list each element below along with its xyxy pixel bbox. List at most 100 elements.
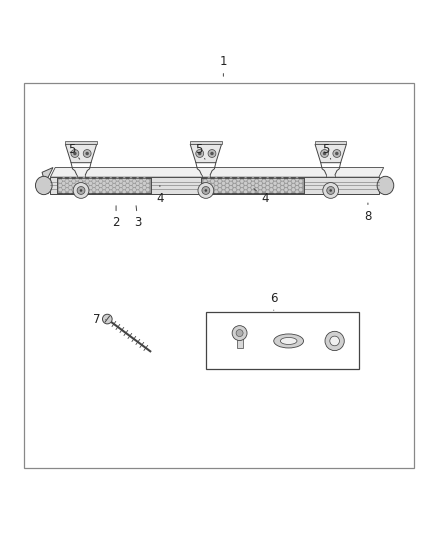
Circle shape — [92, 184, 95, 187]
Circle shape — [143, 182, 146, 185]
Circle shape — [203, 188, 207, 191]
Circle shape — [85, 184, 89, 187]
Circle shape — [266, 190, 269, 193]
Circle shape — [262, 180, 266, 183]
Circle shape — [262, 188, 266, 191]
Circle shape — [288, 190, 291, 193]
Circle shape — [69, 177, 72, 181]
Circle shape — [109, 177, 113, 181]
Text: 1: 1 — [219, 55, 227, 76]
Circle shape — [266, 186, 269, 189]
Circle shape — [83, 150, 91, 157]
Circle shape — [65, 180, 69, 183]
Circle shape — [133, 188, 136, 191]
Circle shape — [215, 186, 218, 189]
Circle shape — [240, 184, 244, 187]
Circle shape — [222, 186, 225, 189]
Circle shape — [273, 186, 277, 189]
Circle shape — [258, 182, 262, 185]
Circle shape — [251, 190, 255, 193]
Circle shape — [205, 189, 207, 192]
Circle shape — [89, 177, 92, 181]
Circle shape — [102, 314, 112, 324]
Circle shape — [247, 188, 251, 191]
Circle shape — [129, 177, 133, 181]
Circle shape — [330, 336, 339, 346]
Circle shape — [232, 326, 247, 341]
Circle shape — [102, 190, 106, 193]
Circle shape — [329, 189, 332, 192]
Circle shape — [102, 177, 106, 181]
Circle shape — [126, 184, 129, 187]
Bar — [237, 333, 243, 348]
Circle shape — [292, 188, 295, 191]
Circle shape — [284, 184, 288, 187]
Circle shape — [269, 180, 273, 183]
Circle shape — [208, 150, 216, 157]
Circle shape — [247, 184, 251, 187]
Circle shape — [126, 180, 129, 183]
Circle shape — [119, 184, 123, 187]
Circle shape — [233, 184, 237, 187]
Circle shape — [82, 182, 85, 185]
Circle shape — [229, 182, 233, 185]
Text: 3: 3 — [134, 206, 141, 229]
Circle shape — [295, 190, 299, 193]
Circle shape — [102, 186, 106, 189]
Ellipse shape — [280, 337, 297, 344]
Circle shape — [71, 150, 79, 157]
Circle shape — [233, 188, 237, 191]
Circle shape — [266, 177, 269, 181]
Circle shape — [69, 182, 72, 185]
Circle shape — [222, 182, 225, 185]
Polygon shape — [37, 167, 53, 194]
Text: 8: 8 — [364, 203, 371, 223]
Circle shape — [116, 186, 119, 189]
Circle shape — [207, 177, 211, 181]
Circle shape — [288, 177, 291, 181]
Circle shape — [218, 188, 222, 191]
Circle shape — [218, 184, 222, 187]
Circle shape — [229, 190, 233, 193]
Circle shape — [281, 190, 284, 193]
Circle shape — [113, 180, 116, 183]
Circle shape — [82, 186, 85, 189]
Bar — [206, 312, 359, 369]
Circle shape — [333, 150, 341, 157]
Circle shape — [143, 177, 146, 181]
Circle shape — [327, 187, 335, 195]
Circle shape — [79, 184, 82, 187]
Circle shape — [269, 188, 273, 191]
Circle shape — [229, 177, 233, 181]
Circle shape — [237, 186, 240, 189]
Circle shape — [226, 180, 229, 183]
Circle shape — [59, 180, 62, 183]
Circle shape — [226, 184, 229, 187]
Circle shape — [85, 188, 89, 191]
Circle shape — [299, 188, 303, 191]
Ellipse shape — [274, 334, 304, 348]
Circle shape — [198, 183, 214, 198]
Circle shape — [273, 190, 277, 193]
Circle shape — [269, 184, 273, 187]
Circle shape — [146, 188, 149, 191]
Circle shape — [244, 190, 247, 193]
Circle shape — [281, 186, 284, 189]
Circle shape — [215, 190, 218, 193]
Circle shape — [99, 188, 102, 191]
Circle shape — [288, 186, 291, 189]
Bar — [201, 178, 304, 193]
Circle shape — [123, 190, 126, 193]
Circle shape — [136, 182, 139, 185]
Ellipse shape — [35, 176, 52, 195]
Circle shape — [240, 180, 244, 183]
Circle shape — [203, 184, 207, 187]
Circle shape — [244, 177, 247, 181]
Circle shape — [255, 180, 258, 183]
Circle shape — [72, 188, 75, 191]
Circle shape — [226, 188, 229, 191]
Circle shape — [116, 182, 119, 185]
Circle shape — [89, 182, 92, 185]
Circle shape — [207, 190, 211, 193]
Circle shape — [237, 177, 240, 181]
